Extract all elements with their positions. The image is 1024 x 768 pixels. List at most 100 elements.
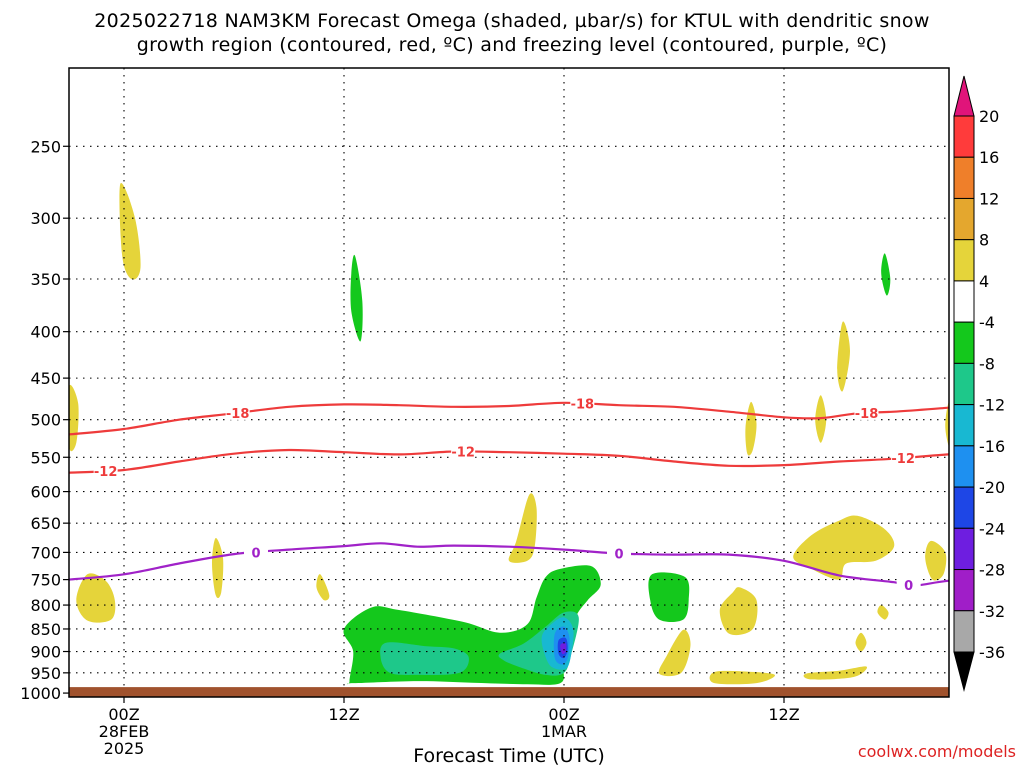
colorbar-label: -20 — [979, 478, 1005, 497]
omega-region — [881, 253, 891, 296]
y-tick-label: 450 — [30, 369, 61, 388]
omega-region — [745, 401, 757, 456]
omega-region — [560, 642, 567, 655]
colorbar-legend: 20 16 12 8 4 -4 -8 -12 -16 -20 -24 -28 -32 -36 — [953, 75, 1005, 692]
omega-region — [648, 572, 690, 622]
contour-label-background — [570, 396, 595, 411]
colorbar-label: 12 — [979, 189, 999, 208]
plot-frame — [68, 67, 950, 698]
colorbar-label: -12 — [979, 396, 1005, 415]
contour-label: -12 — [94, 465, 118, 480]
contour-label: 0 — [614, 548, 623, 563]
colorbar-bottom-arrow — [953, 651, 975, 692]
colorbar-label: -28 — [979, 561, 1005, 580]
x-tick-label: 12Z — [768, 705, 799, 724]
colorbar-bin — [953, 321, 975, 364]
contour-label-background — [93, 463, 118, 478]
omega-region — [212, 537, 224, 599]
colorbar-bin — [953, 527, 975, 571]
chart-title-line-1: 2025022718 NAM3KM Forecast Omega (shaded… — [94, 10, 930, 32]
contour-line — [69, 401, 949, 436]
colorbar-bin — [953, 197, 975, 241]
y-tick-label: 500 — [30, 411, 61, 430]
omega-region — [709, 670, 775, 685]
colorbar-top-arrow — [953, 75, 975, 117]
y-tick-label: 900 — [30, 643, 61, 662]
x-tick-label: 00Z — [548, 705, 579, 724]
credit-text: coolwx.com/models — [858, 742, 1016, 761]
x-axis-label: Forecast Time (UTC) — [413, 745, 604, 767]
omega-region — [719, 587, 758, 636]
chart-title-line-2: growth region (contoured, red, ºC) and f… — [136, 34, 888, 56]
contour-label-background — [244, 545, 268, 560]
omega-region — [945, 401, 949, 448]
colorbar-bin — [953, 156, 975, 199]
omega-region — [855, 632, 867, 652]
colorbar-label: -8 — [979, 354, 995, 373]
omega-region — [508, 493, 537, 563]
omega-region — [925, 540, 947, 581]
contour-label: -18 — [855, 407, 879, 422]
y-tick-label: 250 — [30, 137, 61, 156]
colorbar-bin — [953, 239, 975, 282]
x-tick-label: 28FEB — [99, 722, 150, 741]
contour-label: -12 — [891, 452, 915, 467]
contour-label-background — [451, 444, 476, 459]
colorbar-bin — [953, 569, 975, 612]
contour-label: -18 — [226, 407, 250, 422]
colorbar-bin — [953, 486, 975, 529]
omega-region — [380, 642, 469, 676]
colorbar-label: -36 — [979, 643, 1005, 662]
colorbar-label: -32 — [979, 602, 1005, 621]
omega-region — [803, 666, 868, 680]
y-tick-label: 750 — [30, 571, 61, 590]
ground-surface — [69, 687, 949, 697]
colorbar-label: -24 — [979, 519, 1005, 538]
x-tick-label: 12Z — [328, 705, 359, 724]
omega-region — [316, 574, 330, 601]
colorbar-bin — [953, 115, 975, 158]
omega-region — [837, 321, 850, 392]
colorbar-bin — [953, 404, 975, 447]
y-tick-label: 400 — [30, 323, 61, 342]
contour-label-background — [896, 578, 921, 593]
colorbar-label: 20 — [979, 107, 999, 126]
contour-line — [69, 448, 949, 474]
colorbar-bin — [953, 280, 975, 323]
x-tick-label: 00Z — [108, 705, 139, 724]
omega-shading — [69, 182, 949, 685]
grid-lines — [69, 68, 949, 697]
omega-region — [119, 182, 141, 280]
omega-region — [877, 605, 889, 620]
colorbar-label: -16 — [979, 437, 1005, 456]
y-tick-label: 1000 — [20, 684, 61, 703]
colorbar-label: -4 — [979, 313, 995, 332]
omega-region — [76, 573, 116, 623]
x-tick-label: 1MAR — [541, 722, 587, 741]
y-tick-label: 300 — [30, 209, 61, 228]
y-tick-label: 850 — [30, 620, 61, 639]
colorbar-label: 16 — [979, 148, 999, 167]
x-tick-label: 2025 — [104, 739, 145, 758]
omega-region — [793, 515, 895, 580]
colorbar-bin — [953, 445, 975, 488]
contour-label: -18 — [571, 398, 595, 413]
colorbar-label: 8 — [979, 231, 989, 250]
contour-label-background — [891, 450, 916, 465]
colorbar-label: 4 — [979, 272, 989, 291]
colorbar-bin — [953, 362, 975, 406]
contour-label: 0 — [251, 546, 260, 561]
y-tick-label: 800 — [30, 596, 61, 615]
y-tick-label: 550 — [30, 448, 61, 467]
contour-label-background — [607, 546, 631, 561]
omega-region — [350, 254, 363, 342]
y-tick-label: 600 — [30, 483, 61, 502]
colorbar-bin — [953, 610, 975, 653]
y-tick-label: 350 — [30, 270, 61, 289]
contour-label-background — [225, 405, 250, 420]
contour-label-background — [854, 405, 879, 420]
y-tick-label: 950 — [30, 664, 61, 683]
contour-label: -12 — [451, 446, 475, 461]
ground-fill — [69, 687, 949, 697]
